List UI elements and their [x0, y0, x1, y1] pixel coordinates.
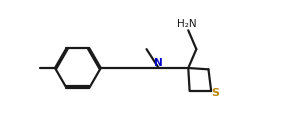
Text: N: N	[154, 58, 163, 68]
Text: H₂N: H₂N	[177, 19, 197, 29]
Text: S: S	[211, 88, 219, 98]
